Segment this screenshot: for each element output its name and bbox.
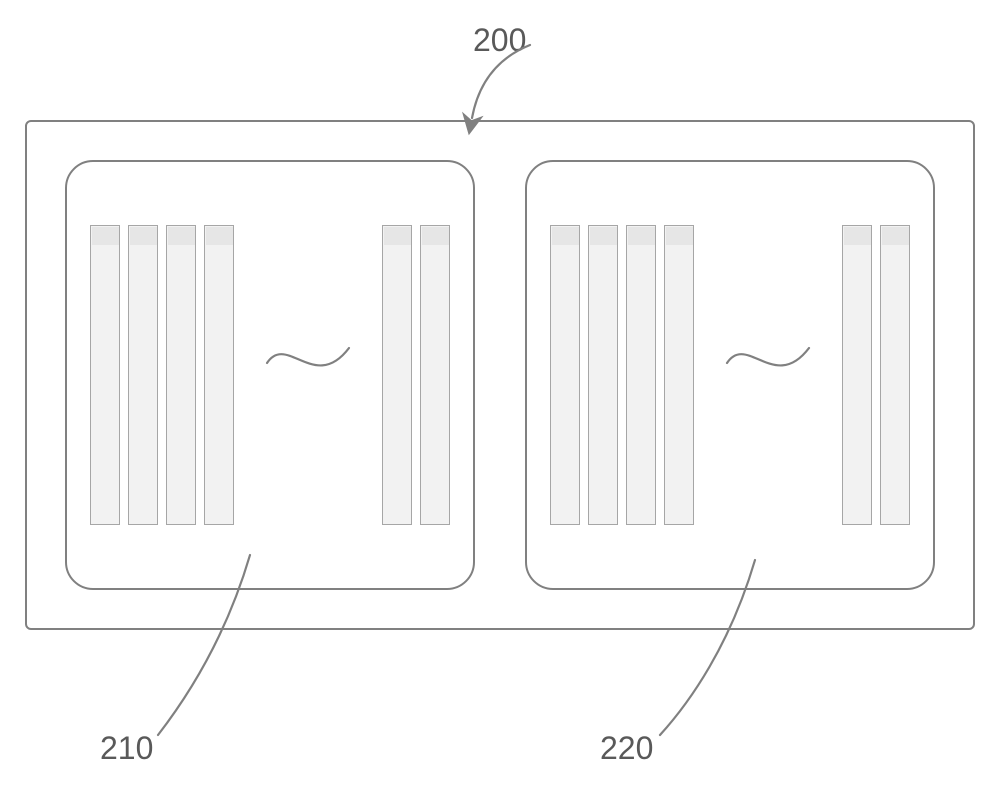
lead-210	[158, 555, 250, 735]
leaders	[0, 0, 1000, 797]
lead-220	[660, 560, 755, 735]
lead-200	[472, 45, 530, 118]
